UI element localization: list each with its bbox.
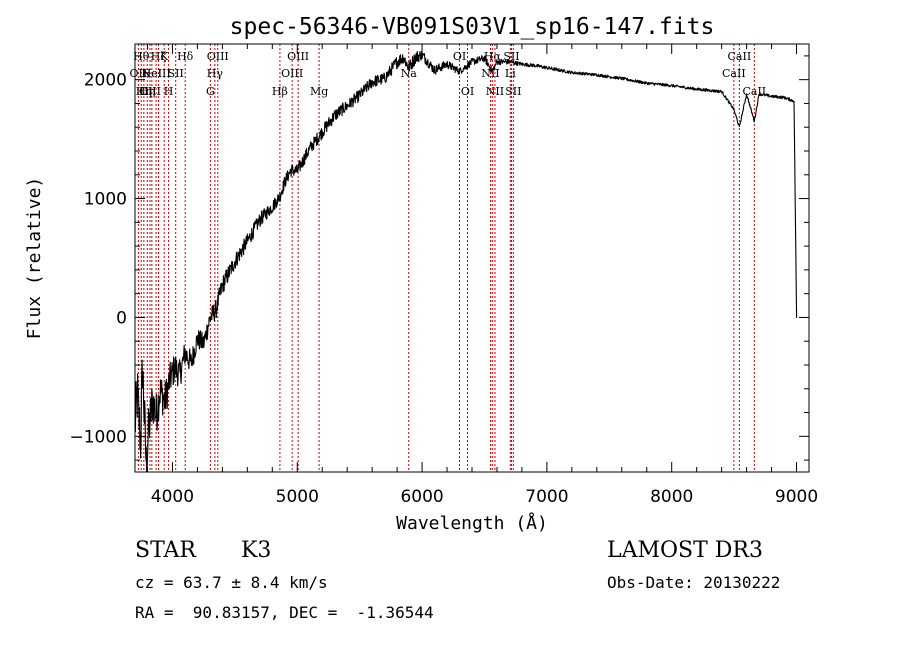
spectral-line-label: Hζ [151, 50, 167, 63]
chart-title: spec-56346-VB091S03V1_sp16-147.fits [230, 14, 715, 40]
spectral-line-label: Na [401, 67, 418, 80]
spectral-line-label: OII [130, 67, 148, 80]
x-tick-label: 7000 [525, 487, 568, 507]
spectral-line-label: Hβ [272, 85, 288, 98]
spectral-line-markers [137, 44, 755, 472]
coordinates: RA = 90.83157, DEC = -1.36544 [135, 603, 434, 622]
spectral-line-label: HeI [142, 67, 162, 80]
axis-ticks: 4000 5000 6000 7000 8000 9000 −1000 0 1000 2000 [69, 44, 818, 507]
y-tick-label: −1000 [69, 427, 127, 447]
x-tick-label: 8000 [650, 487, 693, 507]
spectral-line-label: SII [168, 67, 184, 80]
object-class: STAR [135, 538, 196, 563]
x-tick-label: 9000 [775, 487, 818, 507]
object-subclass: K3 [241, 538, 272, 563]
spectral-line-label: Li [505, 67, 516, 80]
spectral-line-label: NeIII [142, 67, 171, 80]
spectral-line-label: CaII [722, 67, 746, 80]
spectral-line-label: OIII [287, 50, 309, 63]
y-tick-label: 0 [116, 308, 127, 328]
spectral-line-label: OIII [139, 85, 161, 98]
spectral-line-label: NII [486, 85, 504, 98]
spectral-line-label: OI [461, 85, 474, 98]
spectral-line-label: Hη [136, 85, 152, 98]
spectral-line-label: G [206, 85, 215, 98]
x-axis-label: Wavelength (Å) [396, 512, 548, 534]
redshift-velocity: cz = 63.7 ± 8.4 km/s [135, 573, 328, 592]
spectral-line-label: Hγ [207, 67, 224, 80]
spectral-line-label: OIII [281, 67, 303, 80]
x-tick-label: 6000 [400, 487, 443, 507]
spectral-line-label: H [164, 85, 174, 98]
spectral-line-label: OIII [207, 50, 229, 63]
spectral-line-label: Hθ [133, 50, 150, 63]
spectral-line-label: Hα [484, 50, 502, 63]
survey-name: LAMOST DR3 [607, 538, 763, 563]
y-tick-label: 2000 [84, 71, 127, 91]
spectral-line-label: OI [453, 50, 466, 63]
y-tick-label: 1000 [84, 190, 127, 210]
x-tick-label: 4000 [151, 487, 194, 507]
spectral-line-label: Hη [139, 85, 155, 98]
spectral-line-label: SII [505, 85, 521, 98]
spectral-line-labels: OIIHθHηHηOIIIHeINeIIIHζKHSIIHδGHγOIIIHβO… [130, 50, 767, 98]
spectral-line-label: Hδ [177, 50, 194, 63]
spectrum-line [134, 50, 798, 473]
spectral-line-label: K [160, 50, 169, 63]
y-axis-label: Flux (relative) [24, 177, 45, 340]
spectral-line-label: CaII [728, 50, 752, 63]
spectral-line-label: Mg [310, 85, 328, 98]
observation-date: Obs-Date: 20130222 [607, 573, 781, 592]
x-tick-label: 5000 [276, 487, 319, 507]
spectral-line-label: NII [481, 67, 499, 80]
